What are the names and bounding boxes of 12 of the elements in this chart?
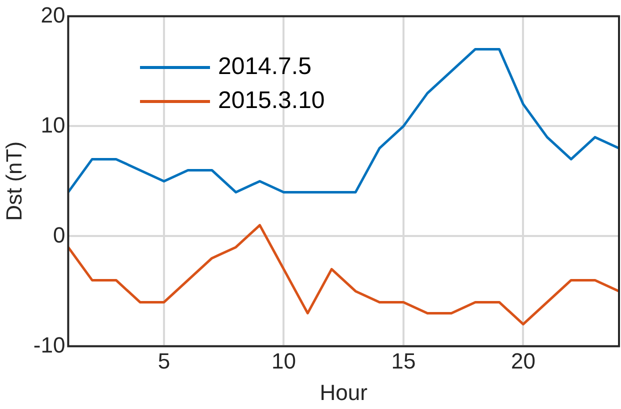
legend-label: 2014.7.5 xyxy=(218,53,312,81)
y-tick-label: -10 xyxy=(33,332,66,358)
x-tick-label: 5 xyxy=(158,348,170,374)
x-axis-title: Hour xyxy=(320,380,368,405)
y-tick-label: 0 xyxy=(52,222,66,248)
x-tick-label: 15 xyxy=(391,348,416,374)
x-tick-label: 10 xyxy=(271,348,296,374)
y-axis-title: Dst (nT) xyxy=(1,141,26,221)
y-tick-label: 10 xyxy=(40,112,66,138)
y-tick-label: 20 xyxy=(40,2,66,28)
legend-label: 2015.3.10 xyxy=(218,87,325,115)
x-tick-label: 20 xyxy=(510,348,536,374)
